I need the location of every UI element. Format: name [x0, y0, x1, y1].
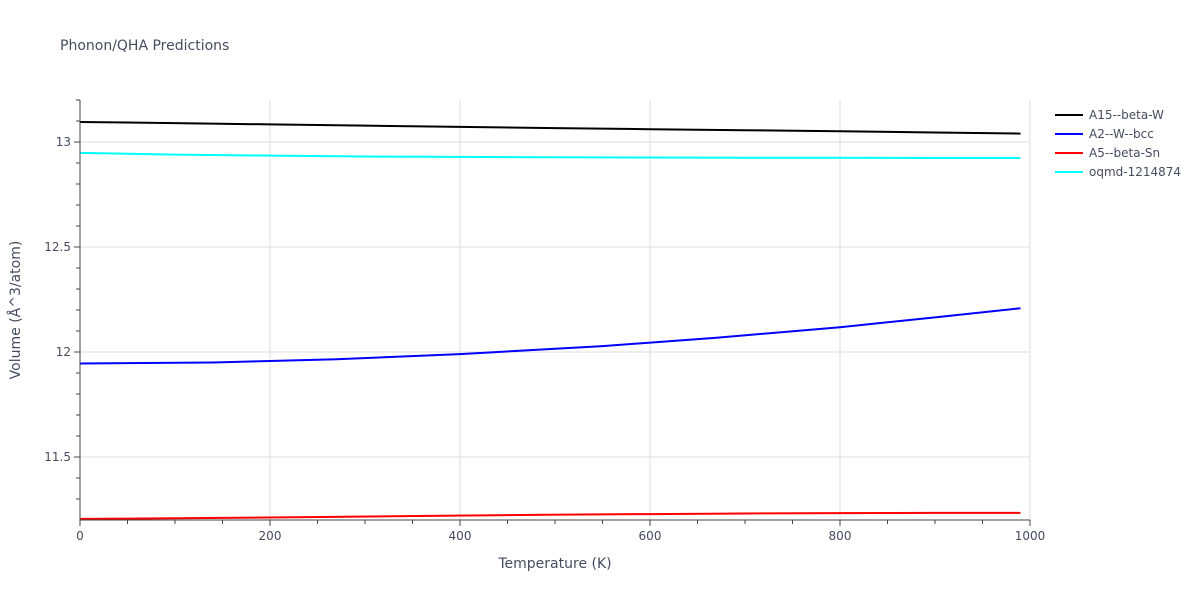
legend-label: A15--beta-W	[1089, 108, 1164, 122]
legend[interactable]: A15--beta-W A2--W--bcc A5--beta-Sn oqmd-121…	[1055, 108, 1181, 179]
y-tick-label: 12.5	[44, 240, 71, 254]
legend-label: A5--beta-Sn	[1089, 146, 1160, 160]
grid	[80, 100, 1031, 520]
legend-label: oqmd-1214874	[1089, 165, 1181, 179]
x-tick-label: 800	[829, 529, 852, 543]
legend-item[interactable]: A15--beta-W	[1055, 108, 1164, 122]
y-axis-title: Volume (Å^3/atom)	[7, 241, 24, 380]
chart-title: Phonon/QHA Predictions	[60, 38, 229, 54]
legend-item[interactable]: A5--beta-Sn	[1055, 146, 1160, 160]
y-tick-label: 11.5	[44, 450, 71, 464]
legend-label: A2--W--bcc	[1089, 127, 1154, 141]
legend-item[interactable]: A2--W--bcc	[1055, 127, 1154, 141]
y-tick-label: 12	[56, 345, 71, 359]
series-line-a5-beta-sn	[79, 511, 1021, 520]
y-tick-label: 13	[56, 135, 71, 149]
x-tick-label: 400	[449, 529, 472, 543]
legend-item[interactable]: oqmd-1214874	[1055, 165, 1181, 179]
x-tick-label: 1000	[1015, 529, 1046, 543]
x-tick-label: 0	[76, 529, 84, 543]
plot-area	[79, 121, 1021, 520]
series-line-a2-w-bcc	[79, 307, 1021, 365]
x-axis-title: Temperature (K)	[497, 556, 611, 572]
x-tick-label: 200	[259, 529, 282, 543]
series-line-oqmd-1214874	[79, 151, 1021, 159]
series-line-a15-beta-w	[79, 121, 1021, 135]
x-tick-label: 600	[639, 529, 662, 543]
axes: 0 200 400 600 800 1000 11.5 12 12.5 13	[44, 99, 1046, 543]
